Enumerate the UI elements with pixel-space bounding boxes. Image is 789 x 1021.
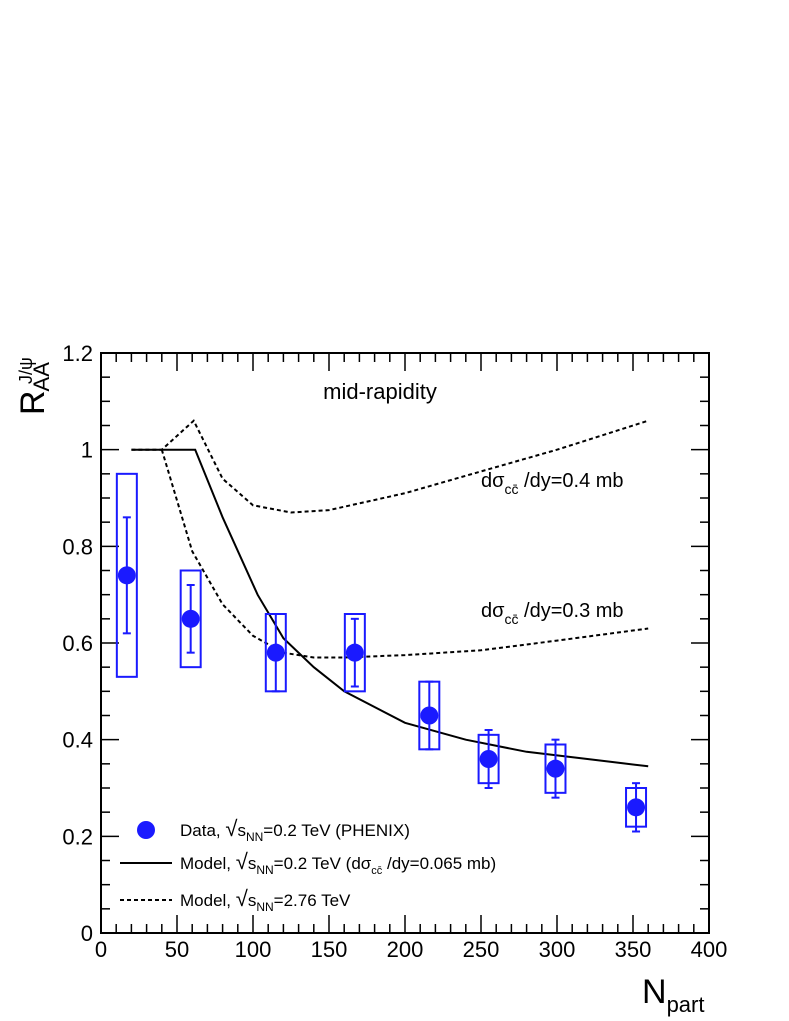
chart-title: mid-rapidity [323, 379, 437, 404]
axis-ticks [100, 352, 710, 934]
legend-entry-model-rhic: Model, √sNN=0.2 TeV (dσcc̄ /dy=0.065 mb) [180, 849, 496, 877]
annotation-0.3mb-pre: dσ [481, 600, 505, 622]
legend-lhc-post: =2.76 TeV [274, 891, 351, 910]
y-tick-label: 1.2 [62, 341, 93, 366]
legend-rhic-sub: NN [256, 863, 273, 877]
data-point [627, 798, 646, 817]
x-tick-label: 50 [165, 937, 189, 962]
annotation-0.4mb-post: /dy=0.4 mb [518, 470, 623, 492]
legend-data-s: s [237, 821, 246, 840]
sys-box [115, 472, 138, 678]
annotation-0.3mb-post: /dy=0.3 mb [518, 600, 623, 622]
annotation-0.4mb-sub: cc̄ [504, 481, 518, 497]
y-axis-title: RAA [14, 362, 54, 415]
data-points [115, 472, 648, 833]
x-axis-title-main: N [642, 973, 667, 1011]
legend: Data, √sNN=0.2 TeV (PHENIX) Model, √sNN=… [120, 816, 496, 914]
legend-data-sub: NN [246, 830, 263, 844]
x-tick-label: 350 [615, 937, 652, 962]
x-tick-label: 150 [311, 937, 348, 962]
legend-rhic-post: =0.2 TeV (dσ [274, 854, 372, 873]
data-point [546, 759, 565, 778]
sys-box [343, 613, 366, 693]
x-axis-title-sub: part [667, 992, 705, 1017]
model-curve-dashed-1 [131, 419, 649, 514]
legend-data-pre: Data, [180, 821, 225, 840]
legend-lhc-pre: Model, [180, 891, 236, 910]
x-tick-label: 250 [463, 937, 500, 962]
data-point [420, 706, 439, 725]
data-point [345, 643, 364, 662]
x-tick-labels: 0 50 100 150 200 250 300 350 400 [95, 937, 727, 962]
sys-box [179, 569, 202, 669]
legend-marker-data [137, 821, 155, 839]
legend-rhic-s: s [248, 854, 257, 873]
legend-data-post: =0.2 TeV (PHENIX) [263, 821, 410, 840]
legend-lhc-s: s [248, 891, 257, 910]
y-axis-title-sup: J/ψ [16, 357, 36, 384]
x-tick-label: 400 [691, 937, 728, 962]
legend-data-root: √ [225, 816, 238, 841]
legend-lhc-root: √ [236, 886, 249, 911]
y-tick-label: 0.4 [62, 728, 93, 753]
y-tick-label: 0.6 [62, 631, 93, 656]
x-tick-label: 100 [235, 937, 272, 962]
y-tick-label: 0 [81, 921, 93, 946]
legend-entry-model-lhc: Model, √sNN=2.76 TeV [180, 886, 351, 914]
annotation-0.3mb: dσcc̄ /dy=0.3 mb [481, 600, 624, 627]
plot-frame [100, 352, 710, 934]
model-curve-solid-0 [131, 448, 649, 768]
legend-rhic-pre: Model, [180, 854, 236, 873]
x-axis-title: Npart [642, 973, 704, 1017]
model-curve-dashed-2 [160, 449, 649, 659]
x-tick-label: 200 [387, 937, 424, 962]
y-tick-label: 0.8 [62, 534, 93, 559]
legend-rhic-post2: /dy=0.065 mb) [382, 854, 496, 873]
annotation-0.4mb: dσcc̄ /dy=0.4 mb [481, 470, 624, 497]
data-point [181, 609, 200, 628]
data-point [117, 566, 136, 585]
legend-entry-data: Data, √sNN=0.2 TeV (PHENIX) [180, 816, 410, 844]
annotation-0.4mb-pre: dσ [481, 470, 505, 492]
y-tick-labels: 0 0.2 0.4 0.6 0.8 1 1.2 [62, 341, 93, 946]
x-tick-label: 300 [539, 937, 576, 962]
y-tick-label: 1 [81, 438, 93, 463]
annotation-0.3mb-sub: cc̄ [504, 611, 518, 627]
model-curves [131, 419, 649, 768]
y-tick-label: 0.2 [62, 824, 93, 849]
legend-lhc-sub: NN [256, 900, 273, 914]
y-axis-title-sub: AA [29, 362, 54, 392]
data-point [266, 643, 285, 662]
x-tick-label: 0 [95, 937, 107, 962]
legend-rhic-root: √ [236, 849, 249, 874]
data-point [479, 750, 498, 768]
legend-rhic-sub2: cc̄ [371, 865, 383, 877]
y-axis-title-main: R [14, 390, 52, 415]
